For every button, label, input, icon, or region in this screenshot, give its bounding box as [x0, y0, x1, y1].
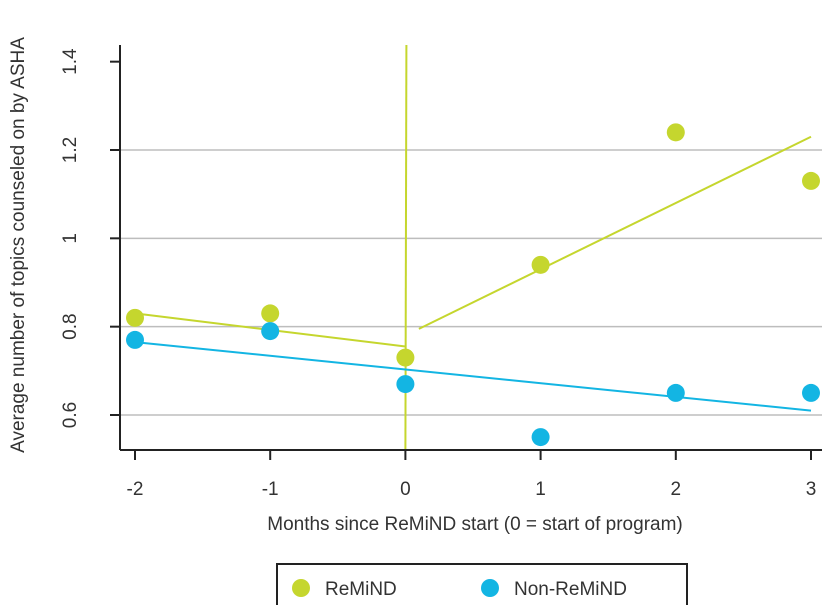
point-remind-3 [531, 255, 550, 274]
tick-labels: 0.6 0.8 1 1.2 1.4 -2 -1 0 1 2 3 [60, 48, 816, 500]
point-remind-4 [666, 123, 685, 142]
y-tick-label: 0.8 [60, 313, 81, 339]
x-tick-label: 2 [671, 479, 682, 500]
legend-swatch-remind [292, 579, 310, 597]
point-remind-5 [802, 171, 820, 190]
y-tick-label: 1.4 [60, 48, 81, 75]
axes [119, 45, 822, 451]
legend-swatch-non-remind [481, 579, 499, 597]
data-points [126, 123, 820, 447]
point-remind-0 [126, 308, 144, 327]
x-tick-label: 3 [806, 479, 817, 500]
point-non-remind-0 [126, 330, 144, 349]
legend: ReMiND Non-ReMiND [276, 563, 688, 605]
y-tick-label: 1.2 [60, 137, 81, 163]
legend-label-non-remind: Non-ReMiND [514, 579, 627, 600]
point-non-remind-2 [396, 375, 415, 394]
point-non-remind-3 [531, 428, 550, 447]
x-axis-label: Months since ReMiND start (0 = start of … [267, 514, 683, 535]
x-tick-label: -1 [262, 479, 279, 500]
y-tick-label: 1 [60, 233, 81, 244]
fit-lines [134, 135, 812, 412]
legend-label-remind: ReMiND [325, 579, 397, 600]
fit-line-0-1 [418, 135, 812, 330]
point-non-remind-1 [261, 322, 280, 341]
point-non-remind-5 [802, 383, 820, 402]
x-tick-label: 1 [535, 479, 546, 500]
y-tick-label: 0.6 [60, 402, 81, 428]
x-tick-label: 0 [400, 479, 411, 500]
point-non-remind-4 [666, 383, 685, 402]
fit-line-1-0 [134, 341, 812, 412]
y-axis-label: Average number of topics counseled on by… [8, 37, 29, 453]
point-remind-1 [261, 304, 280, 323]
point-remind-2 [396, 348, 415, 367]
x-tick-label: -2 [127, 479, 144, 500]
